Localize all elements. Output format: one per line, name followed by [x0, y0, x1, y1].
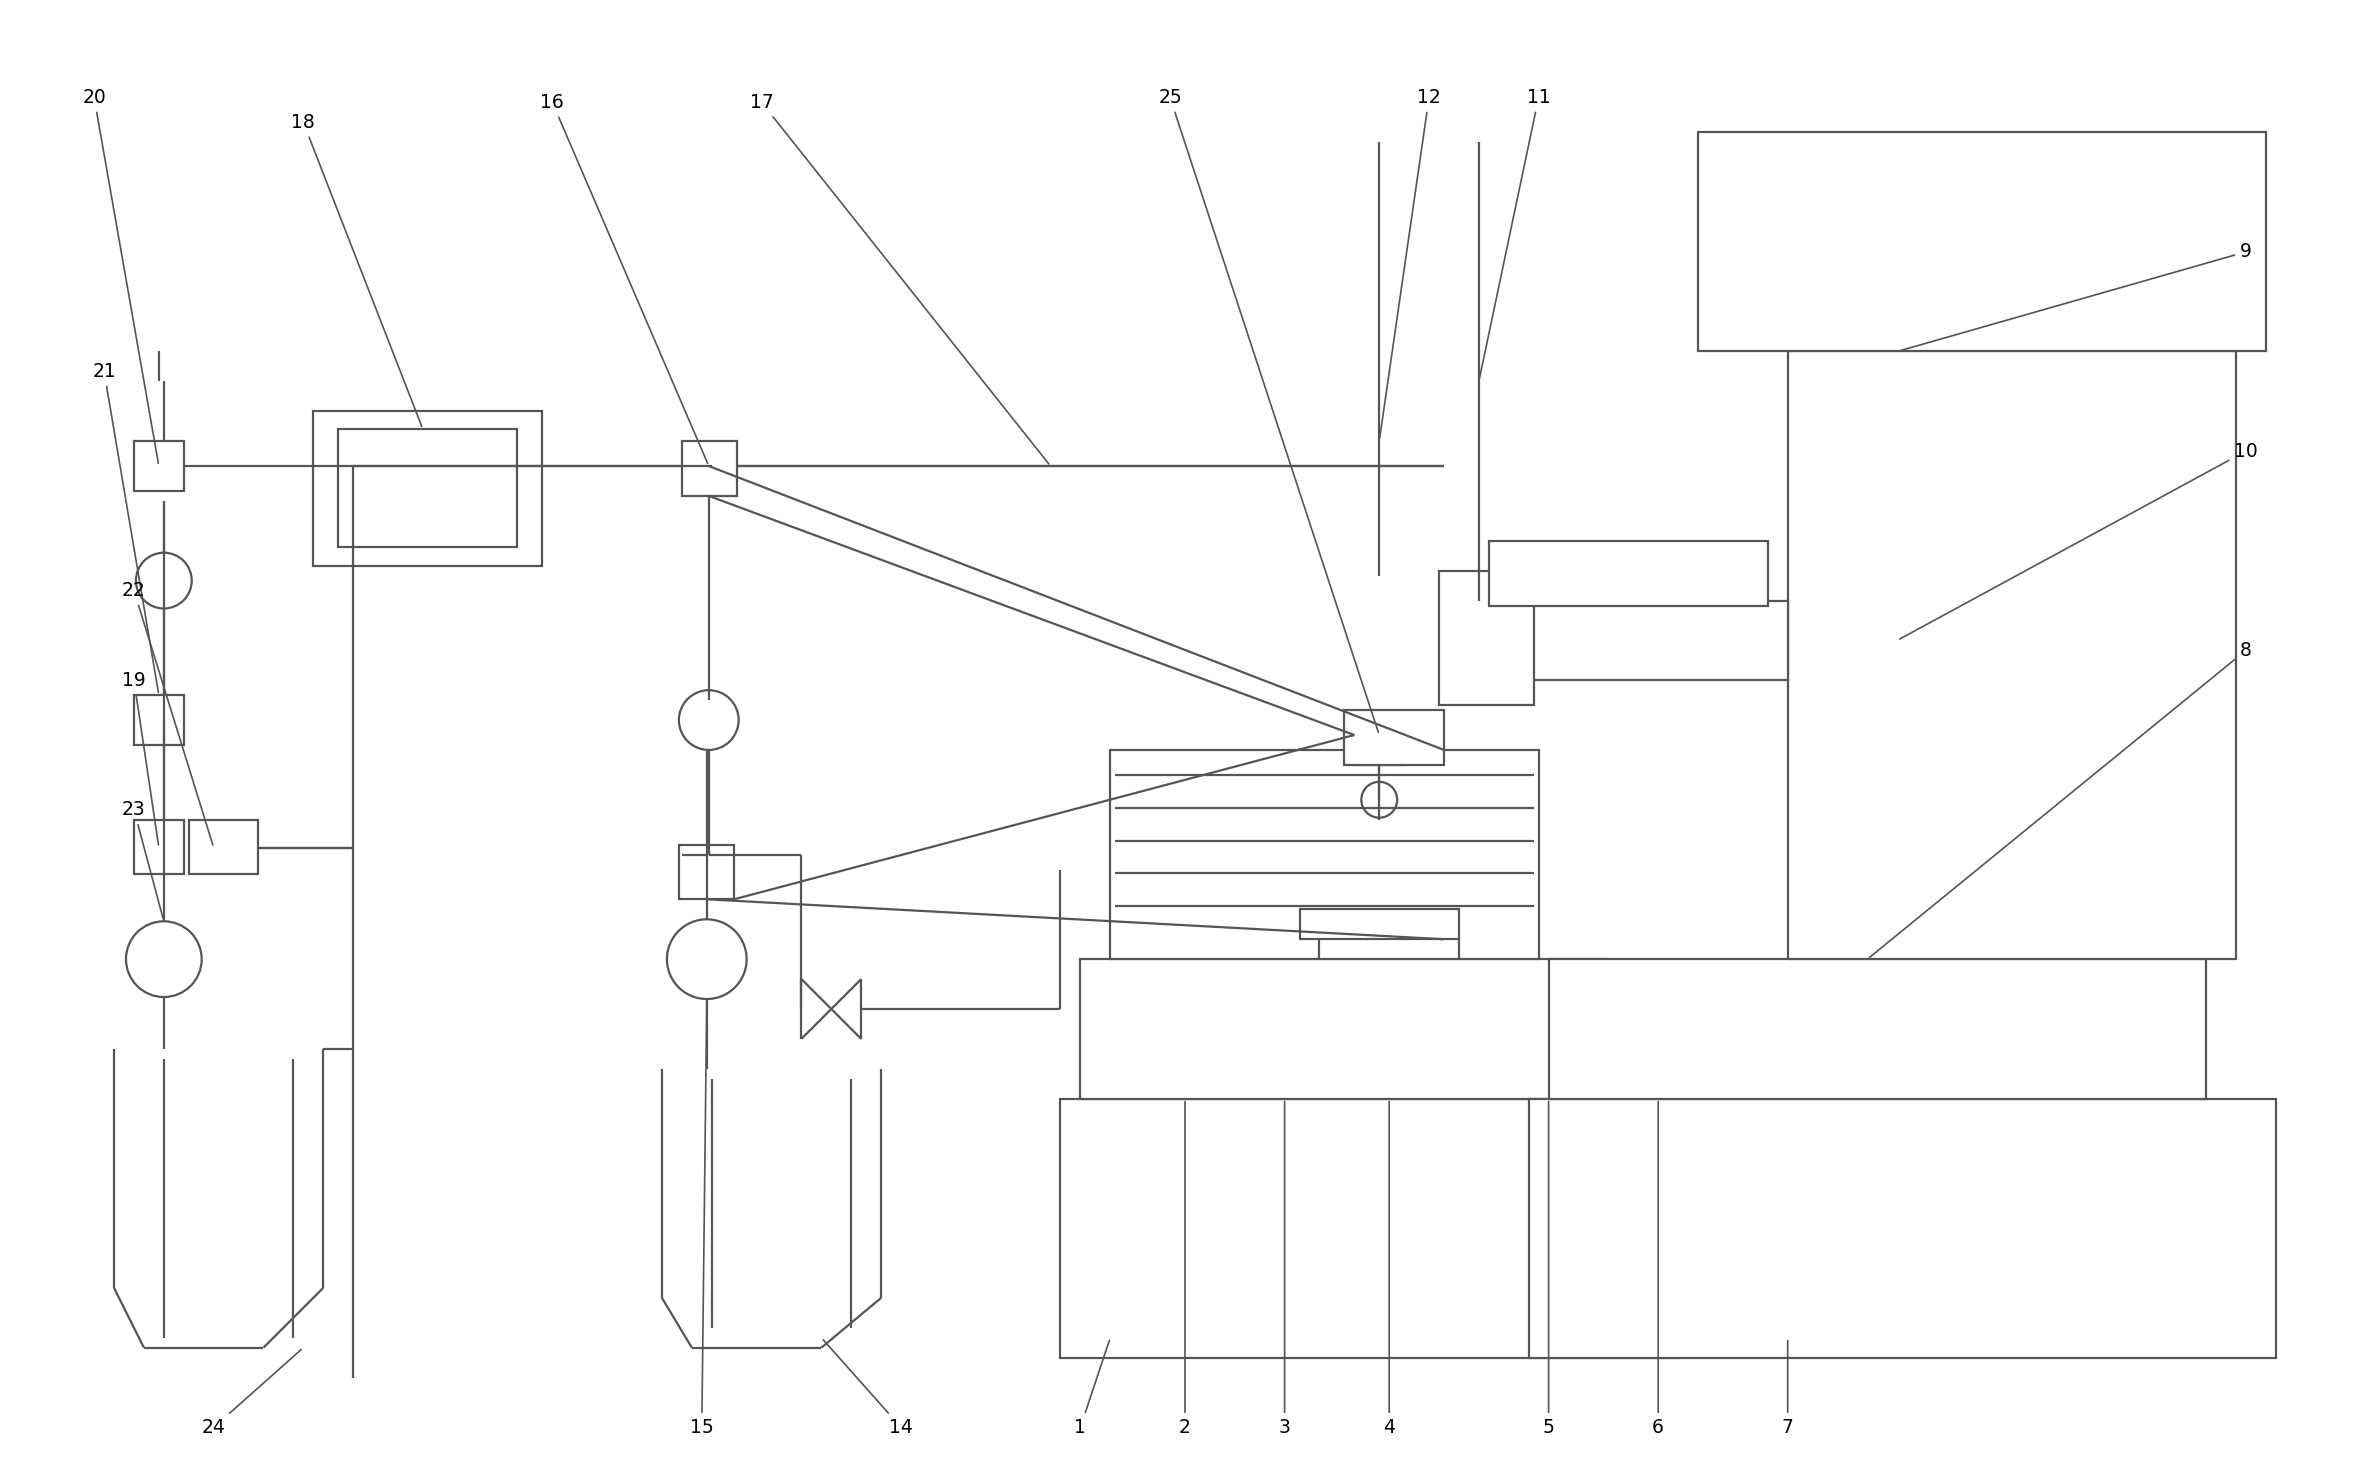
Bar — [679, 844, 733, 899]
Bar — [313, 412, 542, 565]
Text: 12: 12 — [1381, 89, 1442, 438]
Bar — [1081, 959, 1609, 1098]
Text: 4: 4 — [1383, 1101, 1395, 1438]
Bar — [1060, 1098, 1677, 1358]
Text: 17: 17 — [749, 93, 1048, 463]
Bar — [1440, 571, 1534, 706]
Bar — [1788, 351, 2236, 959]
Text: 19: 19 — [123, 670, 158, 844]
Bar — [134, 441, 184, 492]
Text: 18: 18 — [292, 112, 422, 427]
Text: 25: 25 — [1159, 89, 1378, 732]
Bar — [1301, 909, 1458, 939]
Text: 7: 7 — [1781, 1340, 1793, 1438]
Bar — [134, 695, 184, 745]
Text: 22: 22 — [123, 582, 212, 844]
Bar — [1529, 1098, 2276, 1358]
Text: 24: 24 — [203, 1349, 302, 1438]
Text: 6: 6 — [1652, 1101, 1663, 1438]
Bar — [1480, 601, 1788, 680]
Text: 3: 3 — [1279, 1101, 1291, 1438]
Bar — [339, 430, 518, 546]
Text: 20: 20 — [82, 89, 158, 463]
Text: 8: 8 — [1871, 641, 2252, 958]
Text: 11: 11 — [1480, 89, 1550, 379]
Bar — [1110, 750, 1538, 959]
Bar — [681, 441, 737, 496]
Text: 23: 23 — [123, 800, 163, 918]
Text: 9: 9 — [1899, 242, 2252, 351]
Bar — [1548, 959, 2205, 1098]
Bar — [1345, 710, 1444, 765]
Text: 16: 16 — [540, 93, 707, 463]
Text: 15: 15 — [690, 1002, 714, 1438]
Text: 1: 1 — [1074, 1340, 1110, 1438]
Bar — [1699, 133, 2266, 351]
Text: 21: 21 — [92, 362, 158, 692]
Text: 14: 14 — [822, 1340, 914, 1438]
Bar — [1489, 540, 1767, 605]
Bar — [188, 819, 259, 874]
Bar — [134, 819, 184, 874]
Text: 5: 5 — [1543, 1101, 1555, 1438]
Text: 2: 2 — [1178, 1101, 1190, 1438]
Bar — [1355, 735, 1404, 765]
Text: 10: 10 — [1899, 441, 2257, 639]
